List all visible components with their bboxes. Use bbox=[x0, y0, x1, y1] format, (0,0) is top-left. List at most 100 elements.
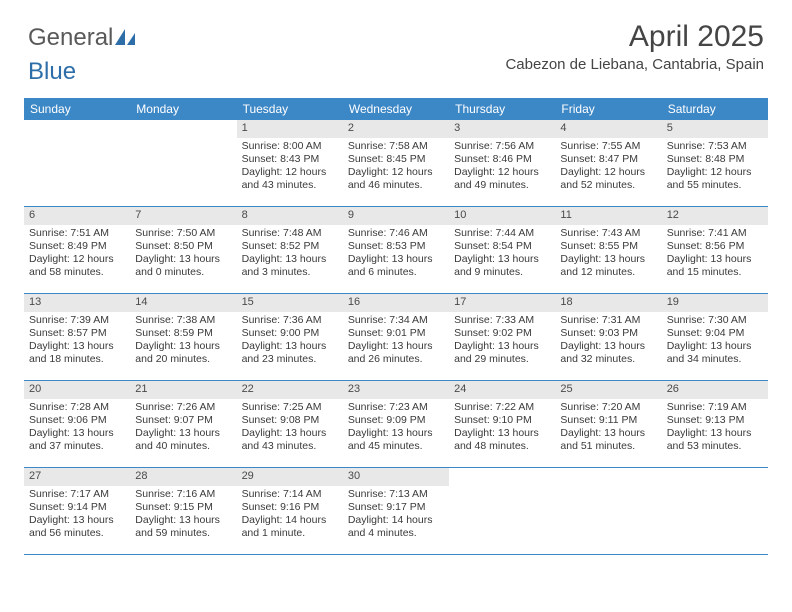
day-content: Sunrise: 7:48 AMSunset: 8:52 PMDaylight:… bbox=[237, 227, 343, 280]
sunset-text: Sunset: 9:03 PM bbox=[560, 327, 656, 340]
day-cell: 27Sunrise: 7:17 AMSunset: 9:14 PMDayligh… bbox=[24, 468, 130, 554]
day-number: 23 bbox=[343, 381, 449, 399]
sunrise-text: Sunrise: 7:19 AM bbox=[667, 401, 763, 414]
sunrise-text: Sunrise: 7:16 AM bbox=[135, 488, 231, 501]
logo-part2: Blue bbox=[28, 58, 76, 85]
day-cell: 28Sunrise: 7:16 AMSunset: 9:15 PMDayligh… bbox=[130, 468, 236, 554]
daylight-text: Daylight: 12 hours and 55 minutes. bbox=[667, 166, 763, 192]
sunset-text: Sunset: 9:08 PM bbox=[242, 414, 338, 427]
day-cell: 17Sunrise: 7:33 AMSunset: 9:02 PMDayligh… bbox=[449, 294, 555, 380]
week-row: ..1Sunrise: 8:00 AMSunset: 8:43 PMDaylig… bbox=[24, 120, 768, 207]
day-number: 8 bbox=[237, 207, 343, 225]
sunset-text: Sunset: 8:57 PM bbox=[29, 327, 125, 340]
daylight-text: Daylight: 13 hours and 51 minutes. bbox=[560, 427, 656, 453]
sunset-text: Sunset: 9:16 PM bbox=[242, 501, 338, 514]
day-number: 10 bbox=[449, 207, 555, 225]
sunset-text: Sunset: 9:13 PM bbox=[667, 414, 763, 427]
day-cell: . bbox=[555, 468, 661, 554]
daylight-text: Daylight: 14 hours and 1 minute. bbox=[242, 514, 338, 540]
day-content: Sunrise: 7:55 AMSunset: 8:47 PMDaylight:… bbox=[555, 140, 661, 193]
day-content: Sunrise: 8:00 AMSunset: 8:43 PMDaylight:… bbox=[237, 140, 343, 193]
day-content: Sunrise: 7:26 AMSunset: 9:07 PMDaylight:… bbox=[130, 401, 236, 454]
day-header: Saturday bbox=[662, 98, 768, 120]
sunrise-text: Sunrise: 7:30 AM bbox=[667, 314, 763, 327]
daylight-text: Daylight: 13 hours and 3 minutes. bbox=[242, 253, 338, 279]
calendar: SundayMondayTuesdayWednesdayThursdayFrid… bbox=[24, 98, 768, 555]
sunset-text: Sunset: 8:49 PM bbox=[29, 240, 125, 253]
sunset-text: Sunset: 9:04 PM bbox=[667, 327, 763, 340]
sunset-text: Sunset: 9:11 PM bbox=[560, 414, 656, 427]
day-number: 13 bbox=[24, 294, 130, 312]
day-content: Sunrise: 7:43 AMSunset: 8:55 PMDaylight:… bbox=[555, 227, 661, 280]
day-number: 26 bbox=[662, 381, 768, 399]
day-cell: 5 Sunrise: 7:53 AMSunset: 8:48 PMDaylight… bbox=[662, 120, 768, 206]
sunrise-text: Sunrise: 7:20 AM bbox=[560, 401, 656, 414]
day-cell: 22Sunrise: 7:25 AMSunset: 9:08 PMDayligh… bbox=[237, 381, 343, 467]
sunset-text: Sunset: 9:14 PM bbox=[29, 501, 125, 514]
day-content: Sunrise: 7:53 AMSunset: 8:48 PMDaylight:… bbox=[662, 140, 768, 193]
sunrise-text: Sunrise: 7:51 AM bbox=[29, 227, 125, 240]
daylight-text: Daylight: 13 hours and 9 minutes. bbox=[454, 253, 550, 279]
sunset-text: Sunset: 8:45 PM bbox=[348, 153, 444, 166]
day-content: Sunrise: 7:13 AMSunset: 9:17 PMDaylight:… bbox=[343, 488, 449, 541]
sunrise-text: Sunrise: 7:14 AM bbox=[242, 488, 338, 501]
sunset-text: Sunset: 9:00 PM bbox=[242, 327, 338, 340]
daylight-text: Daylight: 12 hours and 43 minutes. bbox=[242, 166, 338, 192]
day-cell: . bbox=[130, 120, 236, 206]
sunrise-text: Sunrise: 7:50 AM bbox=[135, 227, 231, 240]
sunrise-text: Sunrise: 7:43 AM bbox=[560, 227, 656, 240]
daylight-text: Daylight: 13 hours and 59 minutes. bbox=[135, 514, 231, 540]
daylight-text: Daylight: 13 hours and 15 minutes. bbox=[667, 253, 763, 279]
header: April 2025 Cabezon de Liebana, Cantabria… bbox=[505, 20, 764, 73]
day-number: 29 bbox=[237, 468, 343, 486]
day-content: Sunrise: 7:16 AMSunset: 9:15 PMDaylight:… bbox=[130, 488, 236, 541]
daylight-text: Daylight: 13 hours and 56 minutes. bbox=[29, 514, 125, 540]
day-cell: 8 Sunrise: 7:48 AMSunset: 8:52 PMDaylight… bbox=[237, 207, 343, 293]
sunset-text: Sunset: 8:47 PM bbox=[560, 153, 656, 166]
daylight-text: Daylight: 12 hours and 49 minutes. bbox=[454, 166, 550, 192]
daylight-text: Daylight: 13 hours and 0 minutes. bbox=[135, 253, 231, 279]
week-row: 20Sunrise: 7:28 AMSunset: 9:06 PMDayligh… bbox=[24, 381, 768, 468]
sunset-text: Sunset: 8:55 PM bbox=[560, 240, 656, 253]
sunrise-text: Sunrise: 7:39 AM bbox=[29, 314, 125, 327]
sunrise-text: Sunrise: 7:17 AM bbox=[29, 488, 125, 501]
sunrise-text: Sunrise: 7:22 AM bbox=[454, 401, 550, 414]
daylight-text: Daylight: 13 hours and 48 minutes. bbox=[454, 427, 550, 453]
day-cell: . bbox=[662, 468, 768, 554]
logo-sail-icon bbox=[115, 24, 137, 52]
sunrise-text: Sunrise: 7:28 AM bbox=[29, 401, 125, 414]
sunset-text: Sunset: 8:59 PM bbox=[135, 327, 231, 340]
location-text: Cabezon de Liebana, Cantabria, Spain bbox=[505, 56, 764, 73]
day-cell: 18Sunrise: 7:31 AMSunset: 9:03 PMDayligh… bbox=[555, 294, 661, 380]
day-header: Wednesday bbox=[343, 98, 449, 120]
day-number: 12 bbox=[662, 207, 768, 225]
day-cell: 21Sunrise: 7:26 AMSunset: 9:07 PMDayligh… bbox=[130, 381, 236, 467]
sunset-text: Sunset: 8:50 PM bbox=[135, 240, 231, 253]
sunset-text: Sunset: 9:09 PM bbox=[348, 414, 444, 427]
sunrise-text: Sunrise: 7:58 AM bbox=[348, 140, 444, 153]
daylight-text: Daylight: 12 hours and 46 minutes. bbox=[348, 166, 444, 192]
day-cell: 12Sunrise: 7:41 AMSunset: 8:56 PMDayligh… bbox=[662, 207, 768, 293]
day-content: Sunrise: 7:33 AMSunset: 9:02 PMDaylight:… bbox=[449, 314, 555, 367]
day-cell: . bbox=[449, 468, 555, 554]
day-content: Sunrise: 7:17 AMSunset: 9:14 PMDaylight:… bbox=[24, 488, 130, 541]
daylight-text: Daylight: 14 hours and 4 minutes. bbox=[348, 514, 444, 540]
day-header-row: SundayMondayTuesdayWednesdayThursdayFrid… bbox=[24, 98, 768, 120]
day-cell: 29 Sunrise: 7:14 AMSunset: 9:16 PMDayligh… bbox=[237, 468, 343, 554]
day-content: Sunrise: 7:39 AMSunset: 8:57 PMDaylight:… bbox=[24, 314, 130, 367]
sunrise-text: Sunrise: 7:26 AM bbox=[135, 401, 231, 414]
sunset-text: Sunset: 8:43 PM bbox=[242, 153, 338, 166]
week-row: 6Sunrise: 7:51 AMSunset: 8:49 PMDaylight… bbox=[24, 207, 768, 294]
sunrise-text: Sunrise: 7:36 AM bbox=[242, 314, 338, 327]
logo: GeneralBlue bbox=[28, 24, 137, 86]
day-cell: 10Sunrise: 7:44 AMSunset: 8:54 PMDayligh… bbox=[449, 207, 555, 293]
daylight-text: Daylight: 13 hours and 40 minutes. bbox=[135, 427, 231, 453]
daylight-text: Daylight: 13 hours and 6 minutes. bbox=[348, 253, 444, 279]
day-number: 3 bbox=[449, 120, 555, 138]
day-number: 5 bbox=[662, 120, 768, 138]
day-number: 24 bbox=[449, 381, 555, 399]
day-cell: 2Sunrise: 7:58 AMSunset: 8:45 PMDaylight… bbox=[343, 120, 449, 206]
sunrise-text: Sunrise: 7:33 AM bbox=[454, 314, 550, 327]
daylight-text: Daylight: 13 hours and 12 minutes. bbox=[560, 253, 656, 279]
day-cell: 3Sunrise: 7:56 AMSunset: 8:46 PMDaylight… bbox=[449, 120, 555, 206]
